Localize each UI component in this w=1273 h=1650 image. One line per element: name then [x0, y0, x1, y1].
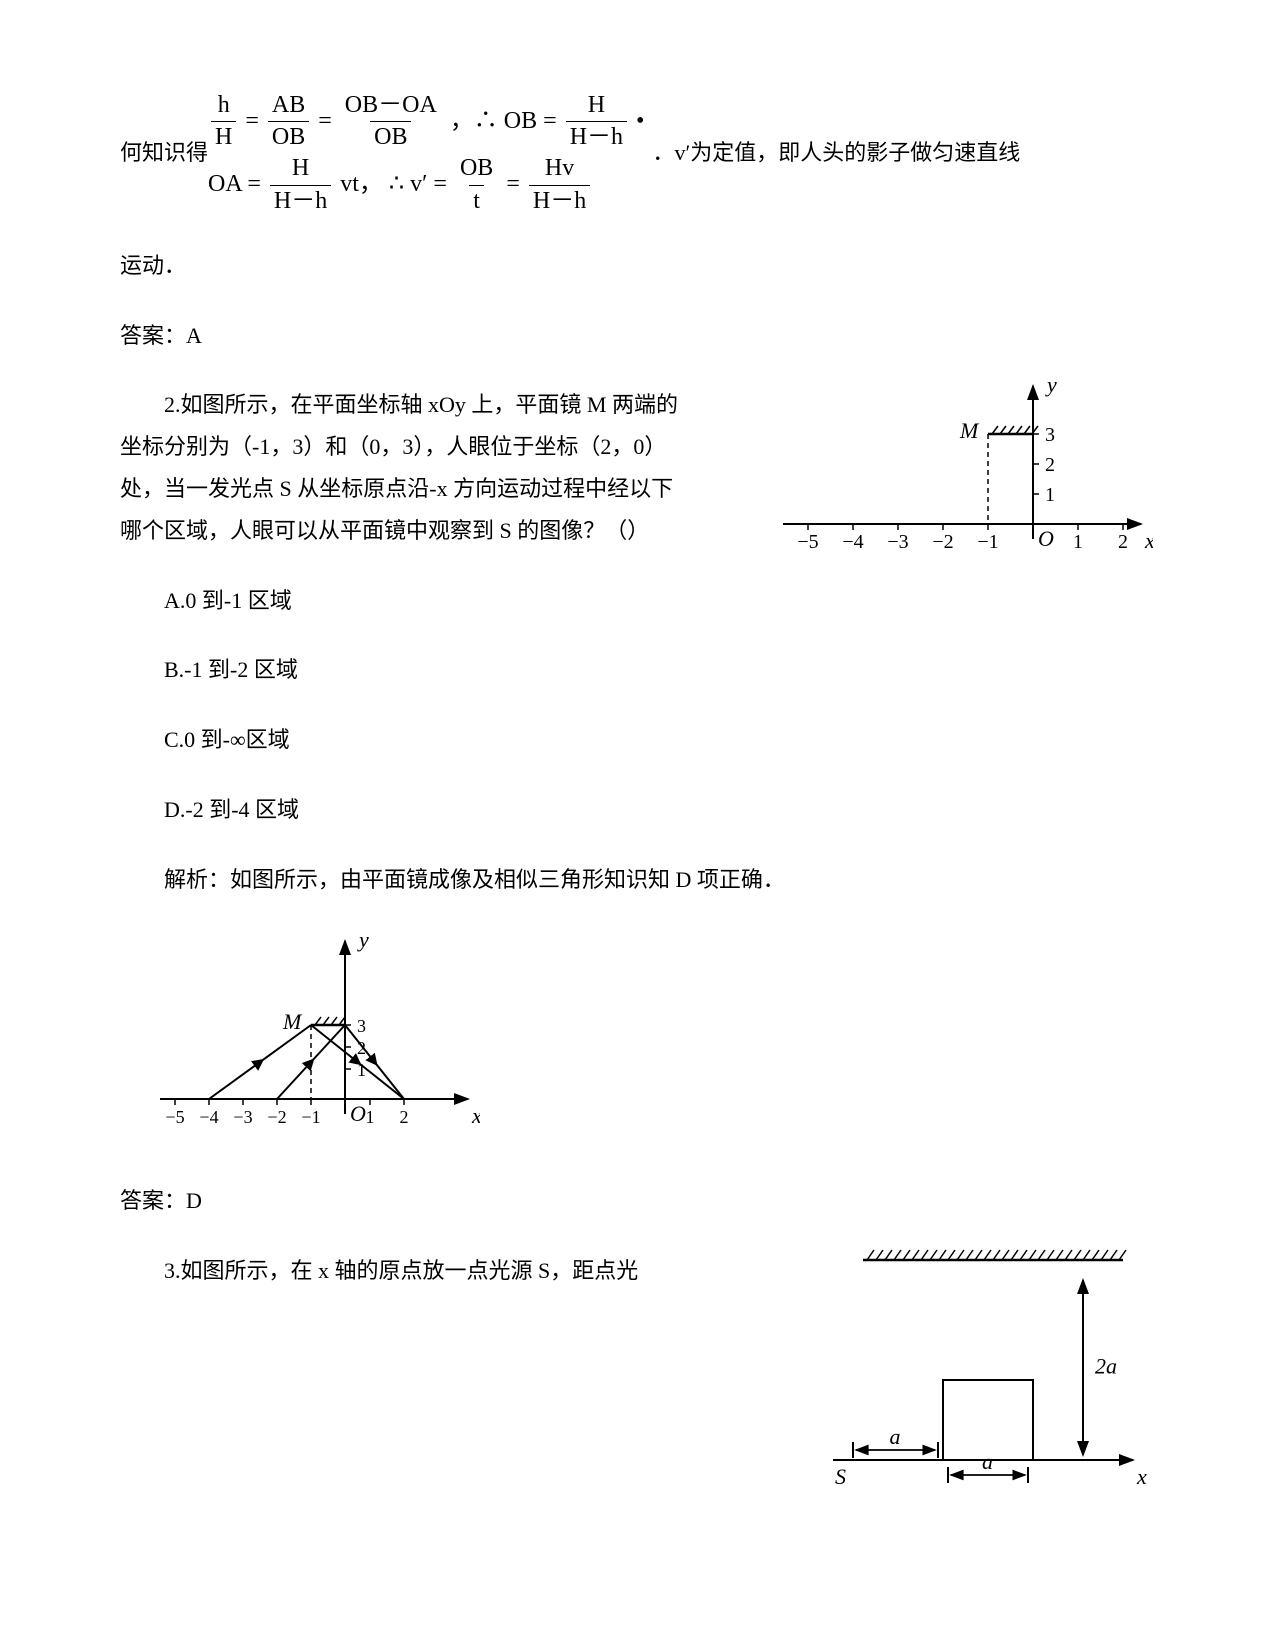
svg-text:M: M — [282, 1009, 303, 1034]
svg-text:2: 2 — [400, 1107, 409, 1127]
intro-prefix: 何知识得 — [120, 132, 208, 174]
q3-stem: 3.如图所示，在 x 轴的原点放一点光源 S，距点光 — [120, 1250, 680, 1292]
svg-text:y: y — [1045, 374, 1057, 397]
q2-figure: −5 −4 −3 −2 −1 1 2 1 2 3 Ox y M — [773, 374, 1153, 568]
svg-text:2: 2 — [1045, 454, 1055, 476]
svg-text:2: 2 — [1118, 531, 1128, 553]
q2-stem: 2.如图所示，在平面坐标轴 xOy 上，平面镜 M 两端的坐标分别为（-1，3）… — [120, 384, 680, 551]
q2-option-d: D.-2 到-4 区域 — [164, 789, 1153, 831]
question-3: 3.如图所示，在 x 轴的原点放一点光源 S，距点光 2aaaSx — [120, 1250, 1153, 1292]
svg-text:−3: −3 — [887, 531, 908, 553]
svg-text:−3: −3 — [233, 1107, 252, 1127]
svg-text:−5: −5 — [797, 531, 818, 553]
svg-text:−1: −1 — [301, 1107, 320, 1127]
svg-text:y: y — [357, 929, 369, 952]
svg-text:1: 1 — [1045, 484, 1055, 506]
intro-formula-row: 何知识得 hH = ABOB = OB－OAOB ，∴ OB = HH－h • … — [120, 90, 1153, 217]
svg-text:M: M — [959, 418, 980, 443]
intro-formula: hH = ABOB = OB－OAOB ，∴ OB = HH－h • OA = … — [208, 90, 644, 217]
intro-line2: 运动． — [120, 245, 1153, 287]
svg-text:−2: −2 — [267, 1107, 286, 1127]
svg-text:O: O — [1038, 526, 1054, 551]
svg-text:2a: 2a — [1095, 1354, 1117, 1379]
svg-text:O: O — [350, 1101, 366, 1126]
q2-option-a: A.0 到-1 区域 — [164, 580, 1153, 622]
q2-answer: 答案：D — [120, 1180, 1153, 1222]
svg-text:a: a — [982, 1449, 993, 1474]
q2-analysis-figure: −5−4−3−2−112123OxyM — [150, 929, 1153, 1153]
intro-suffix: ．v′为定值，即人头的影子做匀速直线 — [652, 132, 1020, 174]
q2-analysis: 解析：如图所示，由平面镜成像及相似三角形知识知 D 项正确． — [120, 859, 1153, 901]
question-2: 2.如图所示，在平面坐标轴 xOy 上，平面镜 M 两端的坐标分别为（-1，3）… — [120, 384, 1153, 551]
q3-figure: 2a a a Sx — [813, 1230, 1153, 1504]
svg-text:x: x — [1136, 1464, 1147, 1489]
svg-text:3: 3 — [1045, 424, 1055, 446]
q2-option-c: C.0 到-∞区域 — [164, 719, 1153, 761]
svg-text:−4: −4 — [842, 531, 863, 553]
svg-text:1: 1 — [1073, 531, 1083, 553]
svg-text:−1: −1 — [977, 531, 998, 553]
svg-text:3: 3 — [357, 1016, 366, 1036]
svg-text:1: 1 — [366, 1107, 375, 1127]
svg-text:−5: −5 — [165, 1107, 184, 1127]
answer-1: 答案：A — [120, 315, 1153, 357]
svg-text:−4: −4 — [199, 1107, 218, 1127]
svg-text:a: a — [890, 1424, 901, 1449]
svg-text:−2: −2 — [932, 531, 953, 553]
svg-text:S: S — [835, 1464, 846, 1489]
svg-text:x: x — [471, 1103, 480, 1128]
q2-option-b: B.-1 到-2 区域 — [164, 649, 1153, 691]
svg-text:x: x — [1144, 528, 1153, 553]
